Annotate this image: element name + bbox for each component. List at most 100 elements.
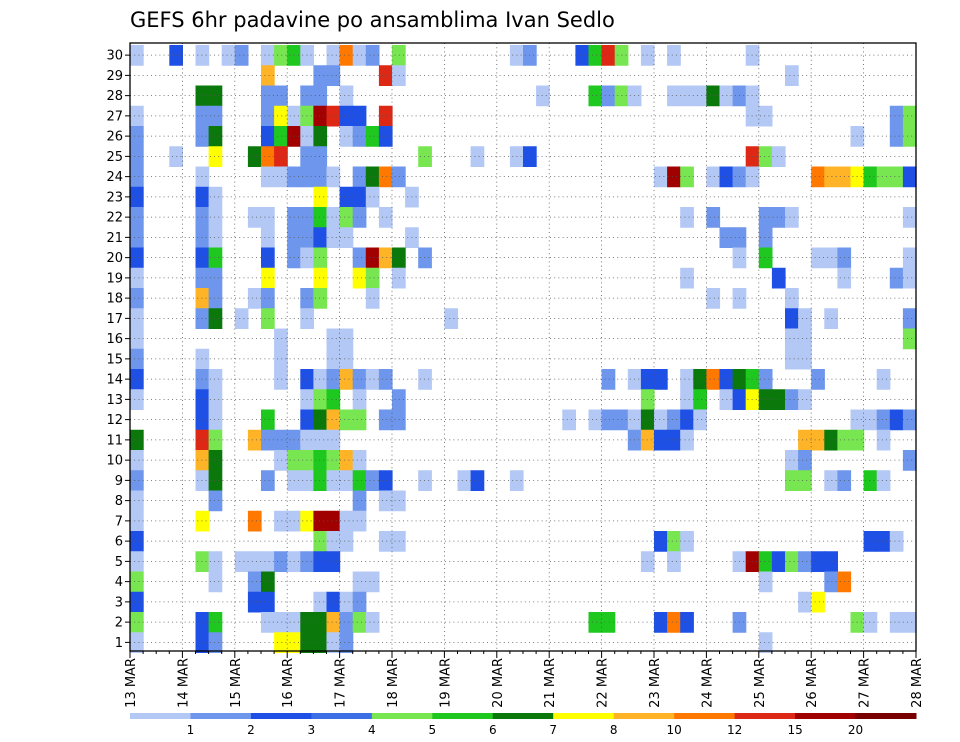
x-tick-label: 18 MAR	[386, 658, 401, 708]
y-tick-label: 13	[106, 393, 123, 408]
heatmap-cell	[365, 288, 380, 309]
heatmap-cell	[339, 510, 354, 532]
colorbar-swatch	[553, 713, 615, 719]
heatmap-cell	[261, 612, 275, 633]
heatmap-cell	[811, 166, 825, 188]
heatmap-cell	[876, 429, 891, 451]
heatmap-cell	[365, 267, 380, 289]
heatmap-cell	[876, 409, 891, 431]
heatmap-cell	[811, 591, 825, 613]
y-tick-label: 16	[106, 332, 123, 347]
y-tick-label: 20	[106, 251, 123, 266]
heatmap-cell	[339, 85, 354, 107]
heatmap-cell	[352, 510, 367, 532]
heatmap-cell	[326, 166, 341, 188]
heatmap-cell	[680, 429, 694, 451]
y-tick-label: 28	[106, 89, 123, 104]
colorbar-swatch	[311, 713, 373, 719]
heatmap-cell	[326, 591, 341, 613]
heatmap-cell	[352, 247, 367, 269]
heatmap-cell	[261, 166, 275, 188]
heatmap-cell	[169, 146, 183, 167]
heatmap-cell	[667, 85, 681, 107]
heatmap-cell	[326, 389, 341, 410]
heatmap-cell	[758, 247, 773, 269]
heatmap-cell	[798, 328, 812, 350]
x-tick-label: 15 MAR	[229, 658, 244, 708]
x-tick-label: 14 MAR	[176, 658, 191, 708]
y-tick-label: 24	[106, 170, 123, 185]
heatmap-cell	[798, 429, 812, 451]
heatmap-cell	[365, 369, 380, 390]
heatmap-cell	[234, 551, 249, 572]
x-tick-label: 16 MAR	[281, 658, 296, 708]
heatmap-cell	[758, 105, 773, 127]
heatmap-cell	[667, 409, 681, 431]
colorbar-label: 12	[727, 723, 742, 737]
heatmap-cell	[274, 450, 288, 471]
heatmap-cell	[208, 227, 223, 248]
heatmap-cell	[693, 85, 707, 107]
heatmap-cell	[130, 490, 144, 512]
heatmap-cell	[130, 632, 144, 653]
heatmap-cell	[130, 186, 144, 208]
heatmap-cell	[247, 551, 262, 572]
colorbar-swatch	[371, 713, 433, 719]
heatmap-cell	[601, 45, 616, 66]
heatmap-cell	[667, 166, 681, 188]
heatmap-cell	[352, 126, 367, 147]
heatmap-cell	[365, 126, 380, 147]
heatmap-cell	[719, 166, 734, 188]
heatmap-cell	[378, 105, 393, 127]
heatmap-cell	[208, 490, 223, 512]
heatmap-cell	[811, 247, 825, 269]
heatmap-cell	[247, 429, 262, 451]
heatmap-cell	[352, 207, 367, 228]
heatmap-cell	[876, 369, 891, 390]
heatmap-cell	[208, 288, 223, 309]
heatmap-cell	[326, 328, 341, 350]
heatmap-cell	[902, 105, 917, 127]
heatmap-cell	[418, 247, 432, 269]
heatmap-cell	[247, 571, 262, 593]
heatmap-cell	[208, 389, 223, 410]
heatmap-cell	[326, 65, 341, 86]
heatmap-cell	[208, 450, 223, 471]
colorbar-legend: 1 2 3 4 5 6 7 8 10 12 15 20	[130, 713, 917, 737]
heatmap-cell	[758, 227, 773, 248]
heatmap-cell	[261, 267, 275, 289]
colorbar-label: 1	[187, 723, 195, 737]
heatmap-cell	[680, 389, 694, 410]
heatmap-cell	[889, 531, 904, 552]
heatmap-cell	[261, 409, 275, 431]
colorbar-label: 2	[247, 723, 255, 737]
heatmap-cell	[470, 470, 485, 491]
heatmap-cell	[352, 591, 367, 613]
heatmap-cell	[130, 612, 144, 633]
heatmap-cell	[680, 409, 694, 431]
heatmap-cell	[274, 510, 288, 532]
heatmap-cell	[313, 146, 328, 167]
y-tick-label: 27	[106, 109, 123, 124]
heatmap-cell	[902, 328, 917, 350]
heatmap-cell	[365, 247, 380, 269]
heatmap-cell	[667, 551, 681, 572]
heatmap-cell	[719, 369, 734, 390]
y-tick-label: 2	[115, 616, 123, 631]
colorbar-swatch	[130, 713, 191, 719]
heatmap-cell	[326, 551, 341, 572]
heatmap-cell	[313, 409, 328, 431]
heatmap-cell	[654, 409, 668, 431]
colorbar-label: 8	[610, 723, 618, 737]
x-tick-label: 20 MAR	[491, 658, 506, 708]
heatmap-cell	[680, 207, 694, 228]
heatmap-cell	[798, 348, 812, 370]
y-tick-label: 11	[106, 433, 123, 448]
heatmap-cell	[444, 308, 459, 329]
heatmap-cell	[418, 369, 432, 390]
heatmap-cell	[785, 450, 799, 471]
y-tick-label: 10	[106, 454, 123, 469]
heatmap-cell	[824, 247, 838, 269]
heatmap-cell	[234, 45, 249, 66]
heatmap-cell	[771, 389, 786, 410]
